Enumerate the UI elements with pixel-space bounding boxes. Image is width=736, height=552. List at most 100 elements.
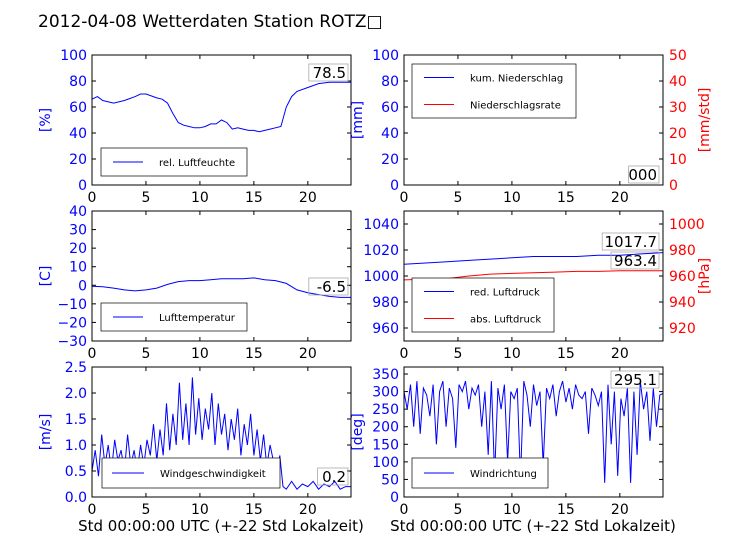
y-tick-label: 0 [78, 178, 87, 194]
panel-2: 0 5 10 15 20 0 20 40 60 80 100 0 10 20 30 40 50 [mm] [mm/s… [350, 48, 713, 206]
y2-tick-label: 1000 [669, 217, 705, 233]
x-tick-label: 20 [611, 346, 629, 362]
y-tick-label: 20 [69, 241, 87, 257]
y-tick-label: 0 [78, 278, 87, 294]
plot-frame [91, 366, 352, 498]
x-tick-label: 15 [245, 346, 263, 362]
panel-4: 0 5 10 15 20 960 980 1000 1020 1040 920 940 960 980 10… [363, 210, 713, 362]
y-tick-label: 60 [381, 100, 399, 116]
plot-frame [403, 366, 664, 498]
x-tick-label: 20 [611, 502, 629, 518]
legend-box [411, 277, 555, 333]
y-tick-label: 100 [60, 48, 87, 64]
y-tick-label: 30 [69, 223, 87, 239]
y-tick-label: 1020 [363, 243, 399, 259]
x-tick-label: 15 [557, 190, 575, 206]
y-tick-label: −10 [57, 297, 87, 313]
x-tick-label: 5 [453, 502, 462, 518]
x-tick-label: 15 [557, 502, 575, 518]
x-tick-label: 5 [141, 190, 150, 206]
y-tick-label: 300 [372, 385, 399, 401]
legend-label: red. Luftdruck [470, 288, 540, 299]
y-axis-label: [deg] [350, 413, 366, 450]
legend-label: Windrichtung [470, 469, 537, 480]
y-tick-label: 100 [372, 455, 399, 471]
y-tick-label: 0.5 [65, 464, 87, 480]
y-tick-label: 1000 [363, 269, 399, 285]
y2-axis-label: [mm/std] [697, 88, 713, 153]
y-tick-label: 250 [372, 402, 399, 418]
x-tick-label: 0 [400, 190, 409, 206]
y2-tick-label: 40 [669, 74, 687, 90]
x-tick-label: 20 [611, 190, 629, 206]
y-tick-label: 80 [69, 74, 87, 90]
y-tick-label: 60 [69, 100, 87, 116]
y-tick-label: −20 [57, 315, 87, 331]
x-tick-label: 5 [453, 190, 462, 206]
series-line-1 [92, 81, 351, 133]
x-tick-label: 0 [88, 346, 97, 362]
x-tick-label: 20 [299, 190, 317, 206]
legend-label: Windgeschwindigkeit [160, 469, 266, 480]
x-tick-label: 10 [503, 502, 521, 518]
legend-label: Niederschlagsrate [470, 101, 561, 112]
y-tick-label: 0.0 [65, 490, 87, 506]
y2-tick-label: 20 [669, 126, 687, 142]
x-tick-label: 0 [88, 190, 97, 206]
last-value-box [628, 165, 660, 184]
last-value-box [317, 467, 349, 486]
y-tick-label: 1.5 [65, 412, 87, 428]
panel-3: 0 5 10 15 20 −30 −20 −10 0 10 20 30 40 [C] Lufttempera… [38, 204, 352, 362]
y-tick-label: 0 [390, 178, 399, 194]
x-tick-label: 20 [299, 346, 317, 362]
x-tick-label: 10 [191, 346, 209, 362]
y-tick-label: 350 [372, 367, 399, 383]
x-tick-label: 15 [245, 502, 263, 518]
legend-box [411, 457, 549, 489]
last-value-label: 1017.7 [605, 233, 658, 251]
y-tick-label: −30 [57, 334, 87, 350]
legend-label: kum. Niederschlag [470, 74, 563, 85]
x-axis-label-right: Std 00:00:00 UTC (+-22 Std Lokalzeit) [390, 517, 676, 535]
plot-frame [91, 210, 352, 342]
x-tick-label: 0 [400, 502, 409, 518]
x-tick-label: 10 [191, 502, 209, 518]
x-tick-label: 15 [245, 190, 263, 206]
x-tick-label: 5 [141, 502, 150, 518]
panel-1: 0 5 10 15 20 0 20 40 60 80 100 [%] rel. Luftfeuchte 7… [38, 48, 352, 206]
y-tick-label: 40 [69, 204, 87, 220]
plot-frame [403, 54, 664, 186]
x-tick-label: 15 [557, 346, 575, 362]
last-value-box [308, 277, 349, 296]
last-value-label: -6.5 [317, 278, 346, 296]
x-tick-label: 0 [88, 502, 97, 518]
x-tick-label: 5 [141, 346, 150, 362]
last-value-box [610, 370, 660, 389]
plot-frame [91, 54, 352, 186]
y-tick-label: 1.0 [65, 438, 87, 454]
legend-label: abs. Luftdruck [470, 315, 541, 326]
last-value-label: 000 [628, 166, 657, 184]
y-tick-label: 40 [381, 126, 399, 142]
legend-label: rel. Luftfeuchte [159, 158, 235, 169]
last-value-label: 963.4 [614, 252, 657, 270]
y-tick-label: 2.5 [65, 360, 87, 376]
y-tick-label: 980 [372, 295, 399, 311]
panel-6: 0 5 10 15 20050100150200250300350[deg]Windri… [350, 366, 664, 518]
legend-box [411, 63, 577, 119]
series-line-1 [404, 380, 663, 483]
y-tick-label: 200 [372, 420, 399, 436]
y2-tick-label: 30 [669, 100, 687, 116]
series-line-1 [92, 277, 351, 298]
figure-title: 2012-04-08 Wetterdaten Station ROTZ□ [38, 12, 383, 32]
y2-tick-label: 0 [669, 178, 678, 194]
y2-tick-label: 50 [669, 48, 687, 64]
y-axis-label: [%] [38, 108, 54, 132]
y-tick-label: 1040 [363, 217, 399, 233]
last-value-label: 78.5 [313, 64, 346, 82]
y2-tick-label: 980 [669, 243, 696, 259]
y-tick-label: 80 [381, 74, 399, 90]
y-tick-label: 0 [390, 490, 399, 506]
y-axis-label: [mm] [350, 101, 366, 139]
